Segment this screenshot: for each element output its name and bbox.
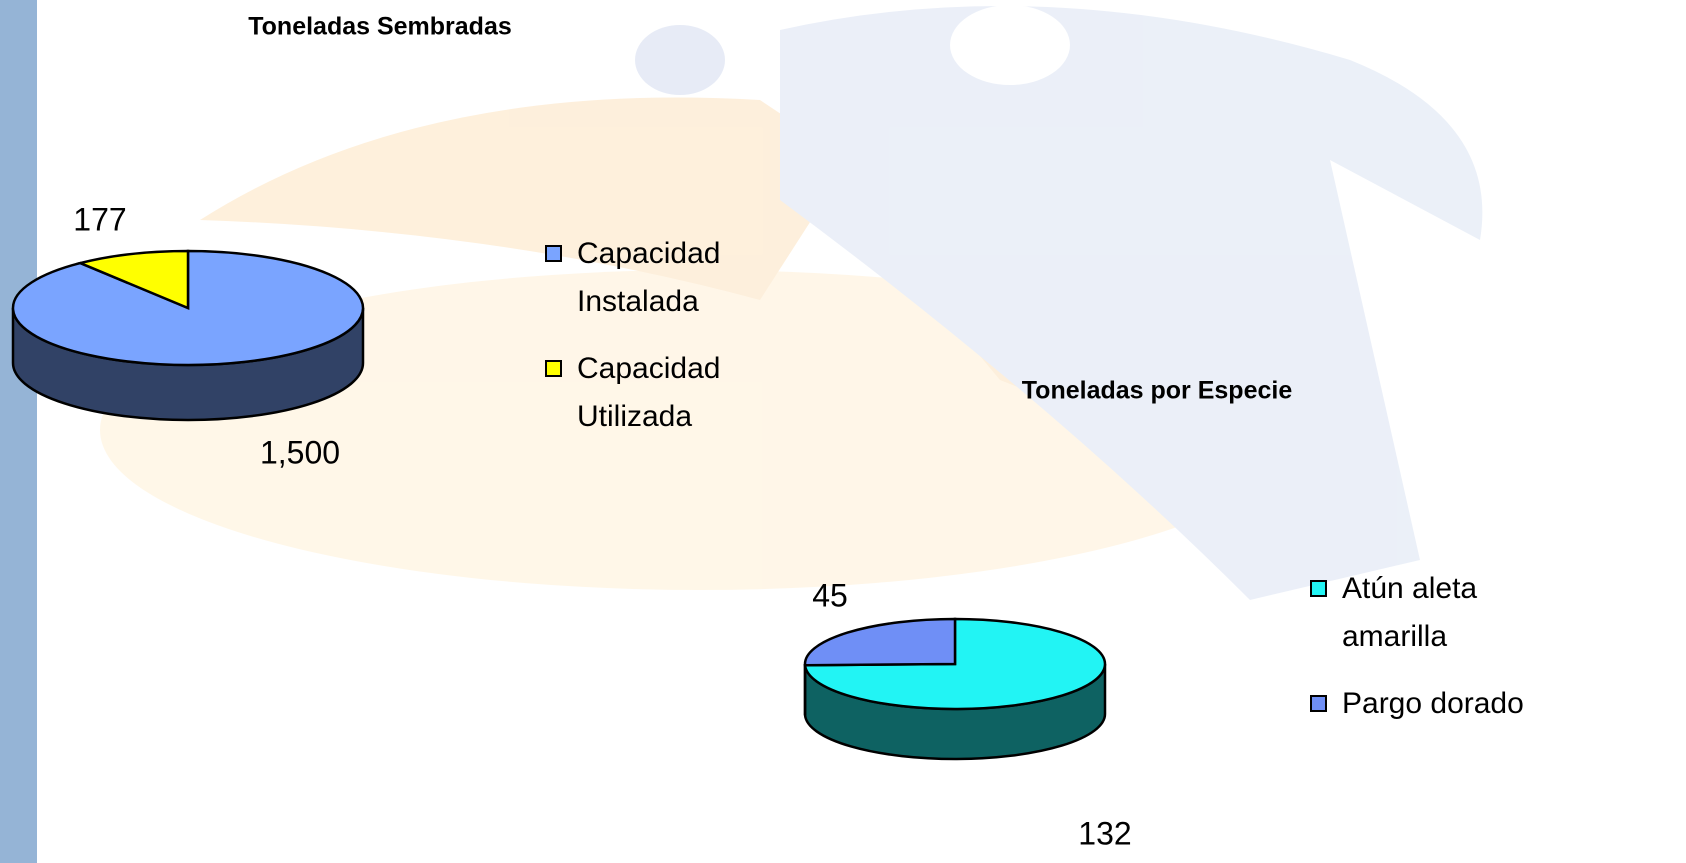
legend-swatch — [545, 360, 562, 377]
watermark-shape — [780, 6, 1483, 600]
pie-slice — [76, 249, 190, 310]
data-label: 45 — [812, 577, 848, 613]
legend-label: Pargo dorado — [1342, 687, 1524, 720]
slice-top — [76, 249, 190, 310]
watermark-shape — [635, 25, 725, 95]
chart-title: Toneladas por Especie — [1022, 377, 1293, 405]
legend-label: Capacidad Utilizada — [577, 352, 721, 433]
legend-swatch — [1310, 695, 1327, 712]
watermark-shape — [200, 97, 850, 300]
legend-swatch — [1310, 580, 1327, 597]
watermark-shape — [950, 5, 1070, 85]
legend-swatch — [545, 245, 562, 262]
data-label: 1,500 — [260, 434, 340, 470]
chart-title: Toneladas Sembradas — [248, 13, 512, 41]
slice-top — [803, 617, 957, 667]
pie-slice — [803, 617, 957, 716]
legend-label: Atún aleta amarilla — [1342, 572, 1478, 653]
legend-label: Capacidad Instalada — [577, 237, 721, 318]
watermark — [100, 5, 1483, 600]
data-label: 177 — [73, 201, 126, 237]
data-label: 132 — [1078, 815, 1131, 851]
side-bar — [0, 0, 37, 863]
